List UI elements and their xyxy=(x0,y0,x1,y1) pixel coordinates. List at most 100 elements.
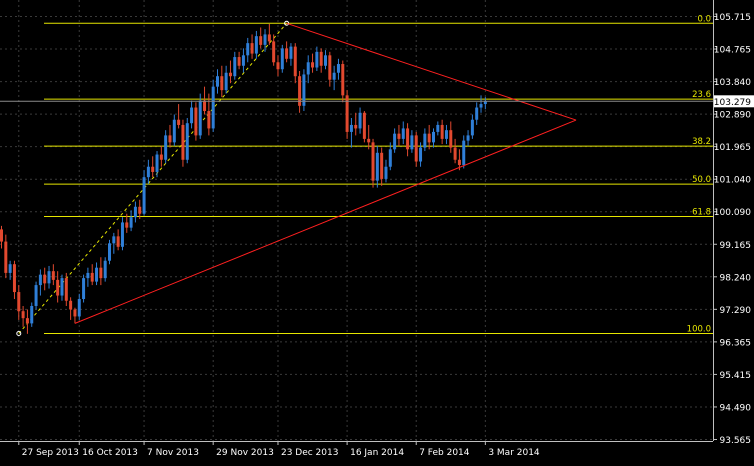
candle-body-down xyxy=(125,222,129,228)
y-tick-label: 97.290 xyxy=(720,306,752,316)
candle-body-up xyxy=(120,222,124,247)
candle-body-down xyxy=(194,107,198,136)
candle-body-up xyxy=(315,51,319,68)
candle-body-up xyxy=(401,128,405,139)
candle-body-down xyxy=(276,62,280,70)
candle-body-up xyxy=(479,104,483,108)
candle-body-down xyxy=(181,124,185,160)
candle-body-up xyxy=(436,124,440,132)
candle-body-down xyxy=(64,278,68,301)
y-tick-label: 103.840 xyxy=(714,78,751,88)
candle-body-up xyxy=(233,57,237,77)
candle-body-up xyxy=(349,124,353,132)
candle-body-up xyxy=(190,107,194,124)
candle-body-up xyxy=(375,152,379,181)
candle-body-up xyxy=(254,36,258,54)
candle-body-down xyxy=(69,300,73,310)
candle-body-up xyxy=(38,274,42,286)
y-tick-label: 99.165 xyxy=(720,241,752,251)
candles xyxy=(0,23,487,334)
candle-body-down xyxy=(285,48,289,59)
candle-body-down xyxy=(453,147,457,160)
fib-level-label: 50.0 xyxy=(692,175,711,185)
x-tick-label: 7 Feb 2014 xyxy=(419,448,470,458)
candle-body-up xyxy=(224,72,228,91)
candle-body-up xyxy=(324,55,327,66)
y-tick-label: 105.715 xyxy=(714,13,751,23)
candle-body-down xyxy=(220,76,224,91)
candle-body-up xyxy=(211,86,215,129)
candle-body-down xyxy=(203,100,207,112)
candle-body-down xyxy=(367,138,371,143)
candle-body-down xyxy=(4,241,8,273)
y-tick-label: 100.090 xyxy=(714,208,751,218)
candle-body-up xyxy=(95,267,99,282)
candle-body-down xyxy=(25,318,29,324)
candle-body-down xyxy=(371,142,375,181)
candle-body-up xyxy=(393,133,397,150)
candle-body-down xyxy=(116,236,120,247)
candle-body-down xyxy=(272,41,276,63)
candle-body-up xyxy=(263,34,267,45)
y-tick-label: 95.415 xyxy=(720,371,752,381)
candle-body-up xyxy=(280,48,284,70)
x-tick-label: 29 Nov 2013 xyxy=(216,448,274,458)
candle-body-down xyxy=(151,166,155,172)
candle-body-up xyxy=(34,285,38,306)
candle-body-up xyxy=(388,149,392,167)
y-tick-label: 102.890 xyxy=(714,111,751,121)
candle-body-up xyxy=(306,62,310,75)
fib-level-label: 23.6 xyxy=(692,90,711,100)
triangle-lower-line xyxy=(74,119,577,324)
candle-body-up xyxy=(129,217,133,228)
candle-body-up xyxy=(82,278,86,300)
candle-body-down xyxy=(250,43,254,54)
candle-body-down xyxy=(449,130,453,148)
candle-body-up xyxy=(133,206,137,218)
candle-body-up xyxy=(483,101,487,105)
y-tick-label: 104.765 xyxy=(714,46,751,56)
x-tick-label: 23 Dec 2013 xyxy=(281,448,339,458)
candle-body-down xyxy=(159,154,163,160)
candle-body-down xyxy=(17,292,21,312)
candle-body-up xyxy=(332,72,336,80)
y-axis: 105.715 104.765 103.840 102.890 101.965 101.0… xyxy=(713,0,751,446)
candle-body-up xyxy=(423,133,427,148)
candle-body-up xyxy=(164,135,168,160)
candle-body-down xyxy=(56,279,60,296)
candle-body-down xyxy=(99,267,103,279)
x-tick-label: 16 Jan 2014 xyxy=(350,448,404,458)
candle-body-down xyxy=(177,119,181,125)
y-tick-label: 93.565 xyxy=(720,436,752,446)
fib-level-label: 38.2 xyxy=(692,137,711,147)
candle-body-down xyxy=(293,46,297,77)
candle-body-up xyxy=(246,43,250,56)
candle-body-up xyxy=(155,154,159,172)
y-tick-label: 101.965 xyxy=(714,143,751,153)
candle-body-up xyxy=(47,271,51,284)
candle-body-down xyxy=(328,55,332,80)
triangle-upper-line xyxy=(286,22,577,121)
candle-body-down xyxy=(51,271,55,280)
candle-body-up xyxy=(384,166,388,179)
candle-body-down xyxy=(362,112,366,139)
y-tick-label: 98.240 xyxy=(720,273,752,283)
candle-body-up xyxy=(475,107,479,120)
y-tick-label: 101.040 xyxy=(714,176,751,186)
candle-body-down xyxy=(298,76,302,106)
candle-body-up xyxy=(185,123,189,160)
candle-body-up xyxy=(172,119,176,143)
candle-body-down xyxy=(73,309,77,317)
y-tick-label: 94.490 xyxy=(720,403,752,413)
candle-body-up xyxy=(444,130,448,139)
candle-body-down xyxy=(457,159,461,165)
fib-level-label: 61.8 xyxy=(692,208,711,218)
x-tick-label: 7 Nov 2013 xyxy=(147,448,199,458)
candle-body-up xyxy=(410,135,414,150)
candle-body-up xyxy=(142,177,146,214)
candle-body-up xyxy=(146,166,150,178)
candle-body-up xyxy=(112,236,116,244)
